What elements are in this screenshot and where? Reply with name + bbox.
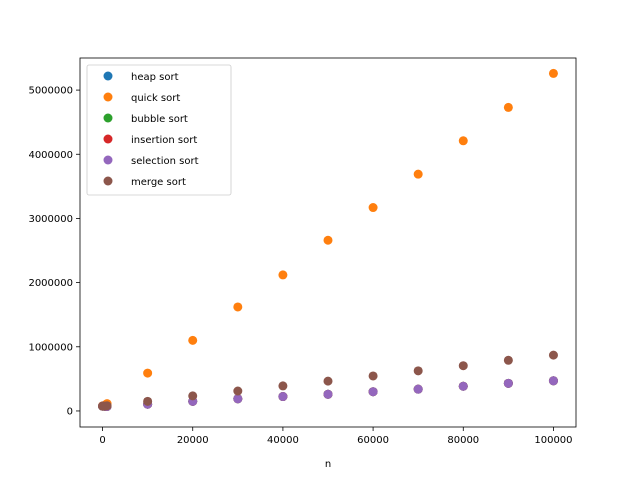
point-merge-sort-12 [548, 350, 558, 360]
point-quick-sort-11 [503, 102, 513, 112]
data-points [98, 68, 558, 411]
point-selection-sort-7 [323, 389, 333, 399]
plot-area-frame [79, 57, 577, 428]
legend-label-merge-sort: merge sort [131, 177, 186, 188]
x-tick-label: 60000 [357, 435, 389, 446]
x-tick-label: 80000 [447, 435, 479, 446]
point-merge-sort-11 [503, 355, 513, 365]
point-quick-sort-6 [278, 270, 288, 280]
y-tick-label: 3000000 [28, 214, 73, 225]
point-merge-sort-2 [102, 401, 112, 411]
point-selection-sort-12 [548, 376, 558, 386]
legend-box [86, 64, 232, 196]
point-selection-sort-9 [413, 384, 423, 394]
point-merge-sort-4 [188, 391, 198, 401]
x-tick-label: 100000 [534, 435, 572, 446]
point-selection-sort-11 [503, 378, 513, 388]
legend-marker-merge-sort [103, 176, 113, 186]
point-quick-sort-3 [143, 368, 153, 378]
x-tick-label: 0 [99, 435, 105, 446]
point-selection-sort-5 [233, 394, 243, 404]
axis-ticks: 0 20000 40000 60000 80000 1000000100000020000… [28, 86, 572, 446]
point-merge-sort-5 [233, 386, 243, 396]
point-quick-sort-10 [458, 136, 468, 146]
y-tick-label: 2000000 [28, 278, 73, 289]
y-tick-label: 5000000 [28, 86, 73, 97]
legend-marker-heap-sort [103, 71, 113, 81]
legend-marker-selection-sort [103, 155, 113, 165]
point-quick-sort-4 [188, 335, 198, 345]
legend-label-quick-sort: quick sort [131, 93, 180, 104]
point-quick-sort-12 [548, 68, 558, 78]
x-axis-label: n [325, 459, 331, 470]
point-merge-sort-8 [368, 371, 378, 381]
legend-marker-insertion-sort [103, 134, 113, 144]
legend-label-insertion-sort: insertion sort [131, 135, 197, 146]
point-merge-sort-10 [458, 361, 468, 371]
y-tick-label: 4000000 [28, 150, 73, 161]
x-tick-label: 40000 [267, 435, 299, 446]
point-quick-sort-7 [323, 235, 333, 245]
point-merge-sort-6 [278, 381, 288, 391]
point-selection-sort-6 [278, 392, 288, 402]
point-merge-sort-9 [413, 366, 423, 376]
legend: heap sort quick sort bubble sort insertion … [86, 64, 232, 196]
legend-marker-bubble-sort [103, 113, 113, 123]
legend-label-selection-sort: selection sort [131, 156, 199, 167]
x-tick-label: 20000 [177, 435, 209, 446]
point-selection-sort-8 [368, 387, 378, 397]
point-quick-sort-8 [368, 203, 378, 213]
point-merge-sort-7 [323, 376, 333, 386]
point-merge-sort-3 [143, 396, 153, 406]
point-quick-sort-9 [413, 169, 423, 179]
y-tick-label: 1000000 [28, 342, 73, 353]
legend-label-heap-sort: heap sort [131, 72, 179, 83]
point-selection-sort-10 [458, 381, 468, 391]
y-tick-label: 0 [67, 406, 73, 417]
point-quick-sort-5 [233, 302, 243, 312]
legend-label-bubble-sort: bubble sort [131, 114, 188, 125]
legend-marker-quick-sort [103, 92, 113, 102]
